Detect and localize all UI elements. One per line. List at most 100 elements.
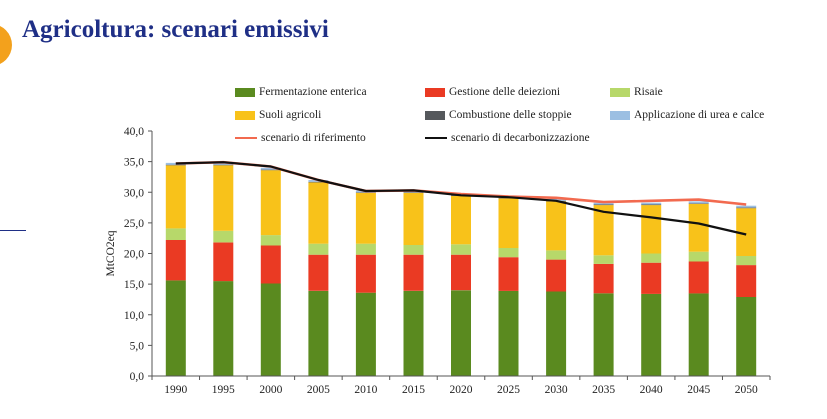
y-tick-label: 10,0 bbox=[124, 310, 144, 322]
bar-segment-suoli-2025 bbox=[498, 198, 519, 248]
x-tick-label: 2040 bbox=[640, 384, 663, 396]
y-tick-label: 35,0 bbox=[124, 157, 144, 169]
bar-segment-gestione-2045 bbox=[688, 261, 709, 294]
bar-segment-urea-2035 bbox=[593, 202, 614, 205]
bar-segment-fermentazione-2045 bbox=[688, 293, 709, 376]
chart-axes: 0,0 5,0 10,0 15,0 20,0 25,0 30,0 35,0 40,0 1990 19… bbox=[105, 126, 771, 396]
bar-segment-gestione-1990 bbox=[165, 240, 186, 281]
scenario-lines bbox=[175, 160, 747, 236]
x-tick-label: 2015 bbox=[402, 384, 425, 396]
bar-segment-combustione-2045 bbox=[688, 203, 709, 204]
bar-segment-combustione-2010 bbox=[355, 192, 376, 193]
bar-segment-fermentazione-2050 bbox=[736, 297, 757, 376]
bar-segment-risaie-2045 bbox=[688, 251, 709, 262]
legend-swatch-urea bbox=[610, 110, 630, 120]
y-tick-label: 25,0 bbox=[124, 218, 144, 230]
chart-legend: Fermentazione enterica Gestione delle de… bbox=[235, 86, 795, 148]
x-tick-label: 2010 bbox=[354, 384, 377, 396]
bar-segment-gestione-2025 bbox=[498, 257, 519, 291]
bar-segment-risaie-1995 bbox=[213, 230, 234, 243]
x-tick-label: 2025 bbox=[497, 384, 520, 396]
bar-segment-combustione-2005 bbox=[308, 181, 329, 183]
x-tick-label: 2020 bbox=[450, 384, 473, 396]
bar-segment-suoli-2050 bbox=[736, 208, 757, 256]
legend-swatch-fermentazione bbox=[235, 87, 255, 97]
bar-segment-combustione-2035 bbox=[593, 204, 614, 206]
legend-label-riferimento: scenario di riferimento bbox=[261, 132, 366, 144]
bar-segment-combustione-2000 bbox=[260, 169, 281, 171]
bar-segment-risaie-2020 bbox=[451, 244, 471, 255]
bar-segment-fermentazione-2010 bbox=[355, 292, 376, 376]
bar-segment-combustione-2015 bbox=[403, 192, 424, 193]
legend-item-risaie: Risaie bbox=[610, 86, 663, 98]
legend-item-combustione: Combustione delle stoppie bbox=[425, 109, 572, 121]
bar-segment-risaie-2040 bbox=[641, 253, 662, 263]
y-tick-label: 40,0 bbox=[124, 126, 144, 138]
x-tick-label: 2030 bbox=[545, 384, 568, 396]
legend-label-gestione: Gestione delle deiezioni bbox=[449, 86, 561, 98]
bar-segment-fermentazione-2025 bbox=[498, 290, 519, 376]
x-tick-label: 2050 bbox=[735, 384, 758, 396]
x-tick-label: 2035 bbox=[592, 384, 615, 396]
bar-segment-suoli-2035 bbox=[593, 205, 614, 256]
bar-segment-urea-2040 bbox=[641, 202, 662, 205]
bar-segment-urea-1995 bbox=[213, 162, 234, 165]
bar-segment-suoli-2015 bbox=[403, 192, 424, 245]
bar-segment-urea-2050 bbox=[736, 205, 757, 208]
legend-label-combustione: Combustione delle stoppie bbox=[449, 109, 572, 121]
side-marker-line bbox=[0, 230, 26, 231]
bar-segment-risaie-2035 bbox=[593, 255, 614, 264]
bar-segment-fermentazione-2040 bbox=[641, 293, 662, 376]
y-tick-label: 0,0 bbox=[130, 371, 145, 383]
x-tick-label: 2005 bbox=[307, 384, 330, 396]
bar-segment-fermentazione-1990 bbox=[165, 280, 186, 376]
bar-segment-risaie-2010 bbox=[355, 243, 376, 255]
bar-segment-combustione-1990 bbox=[165, 164, 186, 166]
bar-segment-fermentazione-2020 bbox=[451, 290, 471, 377]
bar-segment-suoli-2030 bbox=[546, 201, 567, 251]
bar-segment-gestione-2010 bbox=[355, 254, 376, 293]
bar-segment-risaie-2000 bbox=[260, 235, 281, 246]
x-tick-label: 2000 bbox=[259, 384, 282, 396]
bar-segment-risaie-1990 bbox=[165, 228, 186, 240]
bar-segment-risaie-2015 bbox=[403, 244, 424, 255]
bar-stacks bbox=[165, 162, 757, 377]
legend-label-suoli: Suoli agricoli bbox=[259, 109, 322, 121]
bar-segment-risaie-2025 bbox=[498, 248, 519, 258]
legend-swatch-suoli bbox=[235, 110, 255, 120]
bar-segment-suoli-2045 bbox=[688, 203, 709, 252]
bar-segment-combustione-1995 bbox=[213, 164, 234, 166]
bar-segment-gestione-2005 bbox=[308, 254, 329, 291]
bar-segment-combustione-2040 bbox=[641, 204, 662, 206]
y-tick-label: 20,0 bbox=[124, 249, 144, 261]
bar-segment-fermentazione-2030 bbox=[546, 291, 567, 376]
legend-label-risaie: Risaie bbox=[634, 86, 663, 98]
x-tick-label: 2045 bbox=[687, 384, 710, 396]
bar-segment-urea-2000 bbox=[260, 167, 281, 170]
legend-swatch-risaie bbox=[610, 87, 630, 97]
bar-segment-suoli-1990 bbox=[165, 165, 186, 229]
bar-segment-fermentazione-1995 bbox=[213, 281, 234, 376]
bar-segment-combustione-2050 bbox=[736, 207, 757, 209]
page-title: Agricoltura: scenari emissivi bbox=[22, 16, 329, 43]
orange-tab-decoration bbox=[0, 24, 12, 66]
legend-item-fermentazione: Fermentazione enterica bbox=[235, 86, 367, 98]
bar-segment-suoli-2040 bbox=[641, 205, 662, 254]
legend-label-decarbonizzazione: scenario di decarbonizzazione bbox=[451, 132, 590, 144]
y-tick-label: 30,0 bbox=[124, 187, 144, 199]
bar-segment-gestione-2020 bbox=[451, 254, 471, 291]
bar-segment-suoli-1995 bbox=[213, 165, 234, 231]
y-tick-label: 5,0 bbox=[130, 340, 145, 352]
x-tick-label: 1995 bbox=[212, 384, 235, 396]
bar-segment-gestione-2040 bbox=[641, 262, 662, 294]
bar-segment-gestione-2030 bbox=[546, 259, 567, 292]
bar-segment-fermentazione-2000 bbox=[260, 283, 281, 376]
x-tick-label: 1990 bbox=[164, 384, 187, 396]
legend-label-fermentazione: Fermentazione enterica bbox=[259, 86, 367, 98]
legend-item-suoli: Suoli agricoli bbox=[235, 109, 321, 121]
bar-segment-suoli-2005 bbox=[308, 182, 329, 244]
bar-segment-gestione-2015 bbox=[403, 254, 424, 291]
legend-swatch-gestione bbox=[425, 87, 445, 97]
bar-segment-fermentazione-2035 bbox=[593, 293, 614, 376]
